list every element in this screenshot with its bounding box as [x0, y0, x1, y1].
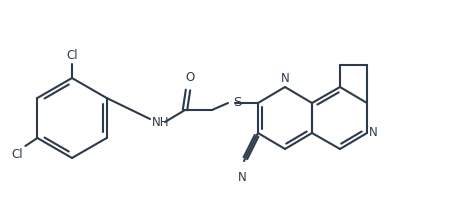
Text: N: N	[238, 171, 246, 184]
Text: N: N	[369, 127, 378, 140]
Text: NH: NH	[152, 116, 169, 129]
Text: Cl: Cl	[12, 148, 24, 161]
Text: N: N	[280, 72, 289, 85]
Text: O: O	[185, 71, 195, 84]
Text: Cl: Cl	[66, 49, 78, 62]
Text: S: S	[233, 97, 241, 110]
